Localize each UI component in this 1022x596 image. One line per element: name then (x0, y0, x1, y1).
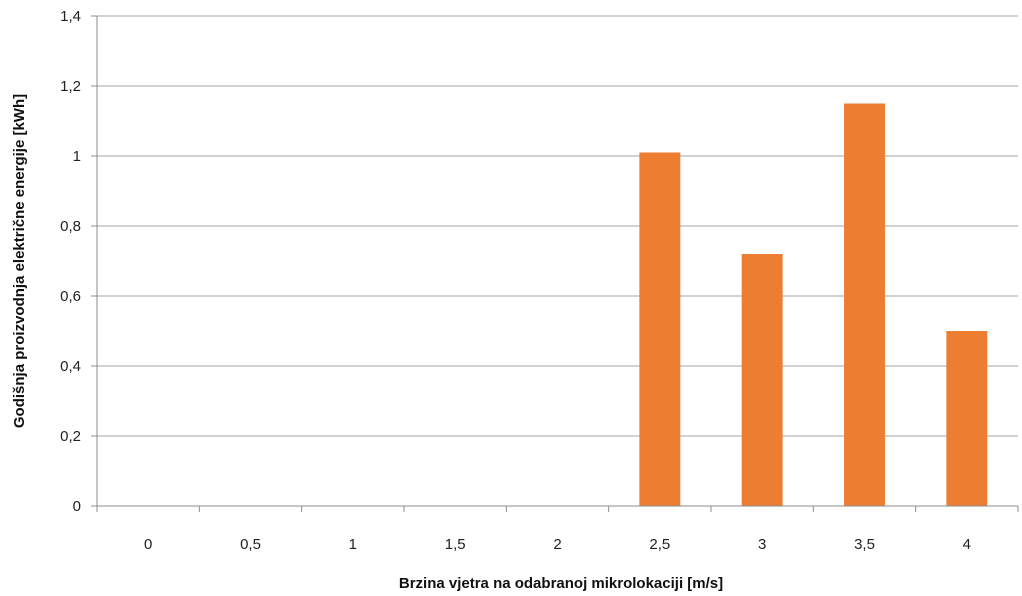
x-tick-label: 2 (553, 536, 561, 553)
x-tick-label: 3 (758, 536, 766, 553)
x-tick-labels: 0 0,5 1 1,5 2 2,5 3 3,5 4 (144, 536, 971, 553)
x-tick-label: 0,5 (240, 536, 261, 553)
bars (639, 103, 988, 506)
y-tick-label: 1,2 (60, 78, 81, 95)
y-tick-label: 0,8 (60, 218, 81, 235)
bar-3-5 (844, 103, 885, 506)
x-tick-label: 2,5 (649, 536, 670, 553)
bar-3 (741, 254, 783, 506)
bar-4 (946, 331, 988, 506)
y-tick-label: 0,6 (60, 288, 81, 305)
x-tick-label: 1 (349, 536, 357, 553)
y-tick-label: 0 (73, 498, 81, 515)
bar-2-5 (639, 152, 681, 506)
y-tick-label: 1 (73, 148, 81, 165)
x-axis-title: Brzina vjetra na odabranoj mikrolokaciji… (399, 575, 723, 592)
gridlines (97, 15, 1018, 437)
y-tick-labels: 0 0,2 0,4 0,6 0,8 1 1,2 1,4 (60, 8, 81, 515)
axes (91, 15, 1019, 512)
x-tick-label: 0 (144, 536, 152, 553)
y-tick-label: 0,2 (60, 428, 81, 445)
x-tick-label: 3,5 (854, 536, 875, 553)
y-tick-label: 0,4 (60, 358, 81, 375)
x-tick-label: 1,5 (445, 536, 466, 553)
y-axis-title: Godišnja proizvodnja električne energije… (11, 94, 28, 428)
x-tick-label: 4 (963, 536, 971, 553)
y-tick-label: 1,4 (60, 8, 81, 25)
